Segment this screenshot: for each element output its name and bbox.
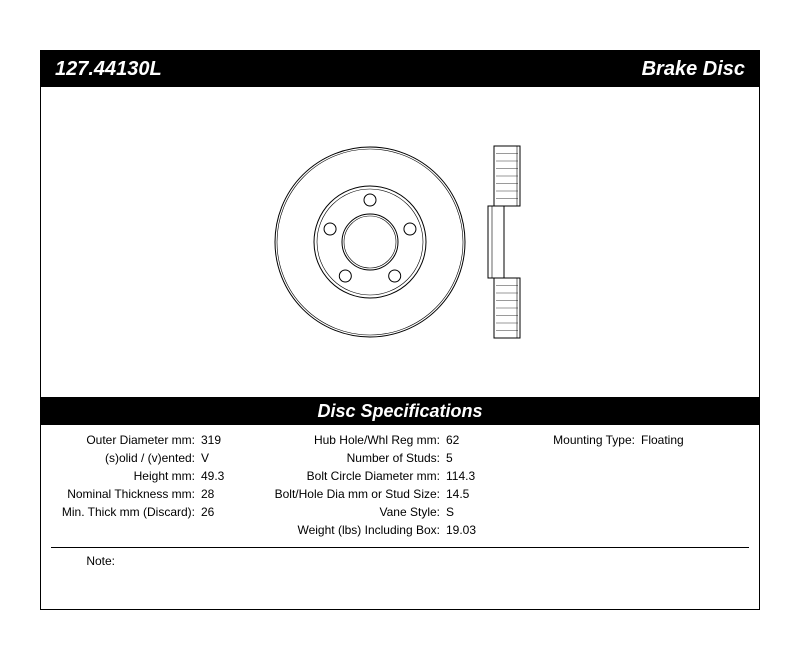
spec-row: Number of Studs:5 — [251, 451, 511, 465]
spec-row: Weight (lbs) Including Box:19.03 — [251, 523, 511, 537]
spec-row: Mounting Type:Floating — [511, 433, 731, 447]
spec-label: Vane Style: — [251, 505, 446, 519]
spec-label: Mounting Type: — [511, 433, 641, 447]
spec-label: Height mm: — [51, 469, 201, 483]
spec-section-title: Disc Specifications — [317, 401, 482, 422]
spec-label: Nominal Thickness mm: — [51, 487, 201, 501]
spec-row: Vane Style:S — [251, 505, 511, 519]
spec-column-2: Hub Hole/Whl Reg mm:62Number of Studs:5B… — [251, 433, 511, 537]
spec-label: Number of Studs: — [251, 451, 446, 465]
spec-sheet-frame: 127.44130L Brake Disc Disc Specification… — [40, 50, 760, 610]
note-row: Note: — [51, 547, 749, 568]
spec-value: Floating — [641, 433, 684, 447]
spec-value: S — [446, 505, 454, 519]
product-type: Brake Disc — [642, 58, 745, 81]
spec-value: V — [201, 451, 209, 465]
spec-row: Bolt/Hole Dia mm or Stud Size:14.5 — [251, 487, 511, 501]
spec-value: 14.5 — [446, 487, 469, 501]
spec-value: 28 — [201, 487, 214, 501]
spec-label: Bolt/Hole Dia mm or Stud Size: — [251, 487, 446, 501]
spec-value: 49.3 — [201, 469, 224, 483]
spec-value: 114.3 — [446, 469, 475, 483]
spec-value: 62 — [446, 433, 459, 447]
disc-front-view — [270, 142, 470, 342]
spec-label: Hub Hole/Whl Reg mm: — [251, 433, 446, 447]
spec-label: Weight (lbs) Including Box: — [251, 523, 446, 537]
spec-row: Outer Diameter mm:319 — [51, 433, 251, 447]
disc-side-view — [480, 142, 530, 342]
spec-row: Bolt Circle Diameter mm:114.3 — [251, 469, 511, 483]
spec-title-bar: Disc Specifications — [41, 397, 759, 425]
spec-value: 5 — [446, 451, 453, 465]
spec-row: Hub Hole/Whl Reg mm:62 — [251, 433, 511, 447]
spec-row: Nominal Thickness mm:28 — [51, 487, 251, 501]
spec-value: 319 — [201, 433, 221, 447]
specs-grid: Outer Diameter mm:319(s)olid / (v)ented:… — [41, 425, 759, 543]
spec-value: 19.03 — [446, 523, 476, 537]
spec-label: Outer Diameter mm: — [51, 433, 201, 447]
note-label: Note: — [51, 554, 121, 568]
spec-column-3: Mounting Type:Floating — [511, 433, 731, 537]
diagram-area — [41, 87, 759, 397]
header-bar: 127.44130L Brake Disc — [41, 51, 759, 87]
spec-label: Bolt Circle Diameter mm: — [251, 469, 446, 483]
spec-column-1: Outer Diameter mm:319(s)olid / (v)ented:… — [51, 433, 251, 537]
spec-label: (s)olid / (v)ented: — [51, 451, 201, 465]
spec-row: (s)olid / (v)ented:V — [51, 451, 251, 465]
spec-label: Min. Thick mm (Discard): — [51, 505, 201, 519]
part-number: 127.44130L — [55, 58, 162, 81]
spec-value: 26 — [201, 505, 214, 519]
spec-row: Min. Thick mm (Discard):26 — [51, 505, 251, 519]
spec-row: Height mm:49.3 — [51, 469, 251, 483]
